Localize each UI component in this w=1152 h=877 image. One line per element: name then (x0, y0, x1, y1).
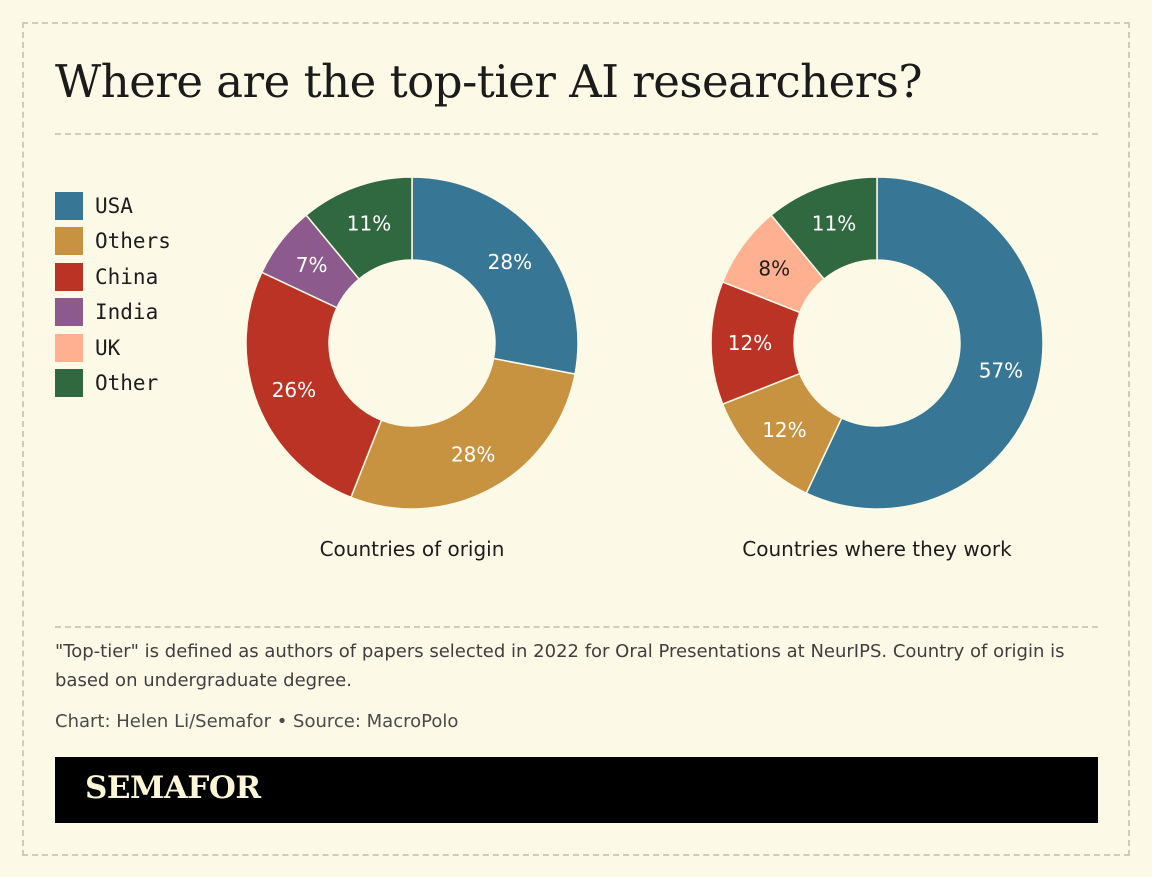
slice-value-label: 11% (812, 212, 856, 236)
legend-label: UK (95, 335, 121, 360)
donut-slice-others (349, 357, 576, 510)
semafor-logo: SEMAFOR (85, 770, 261, 806)
slice-value-label: 11% (347, 212, 391, 236)
donut-slice-usa (411, 176, 579, 375)
legend-item-usa: USA (55, 188, 171, 224)
legend-label: Others (95, 229, 171, 254)
chart-frame (22, 22, 1130, 856)
legend-item-india: India (55, 295, 171, 331)
title-divider (55, 133, 1098, 135)
legend: USA Others China India UK Other (55, 188, 171, 401)
legend-item-china: China (55, 259, 171, 295)
notes-divider (55, 626, 1098, 628)
slice-value-label: 8% (758, 256, 790, 280)
donut-slice-other (305, 176, 413, 281)
footnote: "Top-tier" is defined as authors of pape… (55, 641, 1065, 691)
legend-label: China (95, 264, 159, 289)
legend-swatch (55, 227, 83, 256)
chart-origin: 28% 28% 26% 7% 11% Countries of origin (245, 176, 579, 561)
legend-swatch (55, 262, 83, 291)
donut-slice-usa (805, 176, 1044, 510)
legend-label: Other (95, 371, 159, 396)
legend-label: India (95, 300, 159, 325)
footer-bar: SEMAFOR (55, 757, 1098, 823)
chart-caption: Countries of origin (320, 537, 505, 561)
chart-caption: Countries where they work (742, 537, 1012, 561)
slice-value-label: 26% (272, 378, 316, 402)
slice-value-label: 7% (296, 253, 328, 277)
donut-slice-other (770, 176, 878, 281)
credit-line: Chart: Helen Li/Semafor • Source: MacroP… (55, 711, 459, 732)
slice-value-label: 57% (979, 359, 1023, 383)
chart-title: Where are the top-tier AI researchers? (55, 55, 923, 108)
chart-work: 57% 12% 12% 8% 11% Countries where they work (710, 176, 1044, 561)
legend-item-other: Other (55, 366, 171, 402)
legend-swatch (55, 333, 83, 362)
legend-swatch (55, 191, 83, 220)
slice-value-label: 28% (451, 442, 495, 466)
slice-value-label: 28% (488, 250, 532, 274)
slice-value-label: 12% (762, 418, 806, 442)
legend-swatch (55, 369, 83, 398)
slice-value-label: 12% (728, 331, 772, 355)
legend-item-uk: UK (55, 330, 171, 366)
legend-label: USA (95, 193, 133, 218)
legend-swatch (55, 298, 83, 327)
legend-item-others: Others (55, 224, 171, 260)
donut-charts: 28% 28% 26% 7% 11% Countries of origin 57% 12% 1… (245, 176, 1044, 561)
donut-slice-china (245, 271, 383, 499)
